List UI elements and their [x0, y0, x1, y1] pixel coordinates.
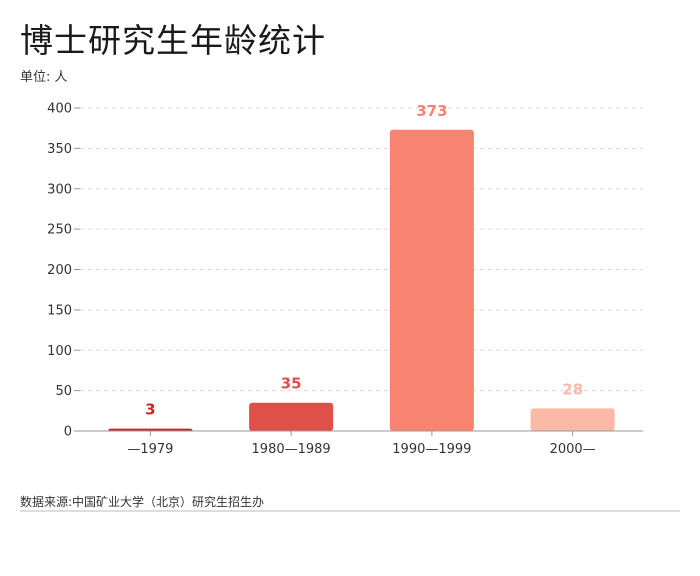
bars — [108, 129, 615, 432]
bar — [108, 428, 193, 431]
data-label: 3 — [145, 401, 155, 419]
data-labels: 3 35 373 28 — [145, 102, 583, 419]
data-label: 28 — [562, 380, 583, 398]
y-tick-label: 150 — [47, 303, 72, 318]
footer-divider — [20, 510, 680, 512]
bar — [249, 402, 334, 431]
y-tick-label: 0 — [64, 425, 72, 440]
data-source-note: 数据来源:中国矿业大学（北京）研究生招生办 — [20, 495, 265, 509]
bar — [389, 129, 474, 432]
y-axis-unit-label: 单位: 人 — [20, 70, 68, 85]
y-tick-label: 350 — [47, 142, 72, 157]
data-label: 35 — [281, 375, 302, 393]
x-tick-label: —1979 — [127, 442, 173, 457]
y-axis-ticks: 0 50 100 150 200 250 300 350 400 — [47, 102, 80, 440]
bar-chart: 0 50 100 150 200 250 300 350 400 3 35 373 28 —1979 1… — [47, 102, 643, 457]
x-tick-label: 2000— — [550, 442, 596, 457]
y-tick-label: 50 — [55, 384, 72, 399]
x-tick-label: 1990—1999 — [392, 442, 471, 457]
y-tick-label: 250 — [47, 223, 72, 238]
data-label: 373 — [416, 102, 447, 120]
bar — [530, 408, 615, 431]
y-tick-label: 100 — [47, 344, 72, 359]
x-tick-label: 1980—1989 — [252, 442, 331, 457]
chart-title: 博士研究生年龄统计 — [20, 21, 326, 60]
y-tick-label: 200 — [47, 263, 72, 278]
y-tick-label: 400 — [47, 102, 72, 117]
gridlines — [80, 107, 643, 392]
x-axis-ticks: —1979 1980—1989 1990—1999 2000— — [127, 431, 596, 457]
y-tick-label: 300 — [47, 182, 72, 197]
